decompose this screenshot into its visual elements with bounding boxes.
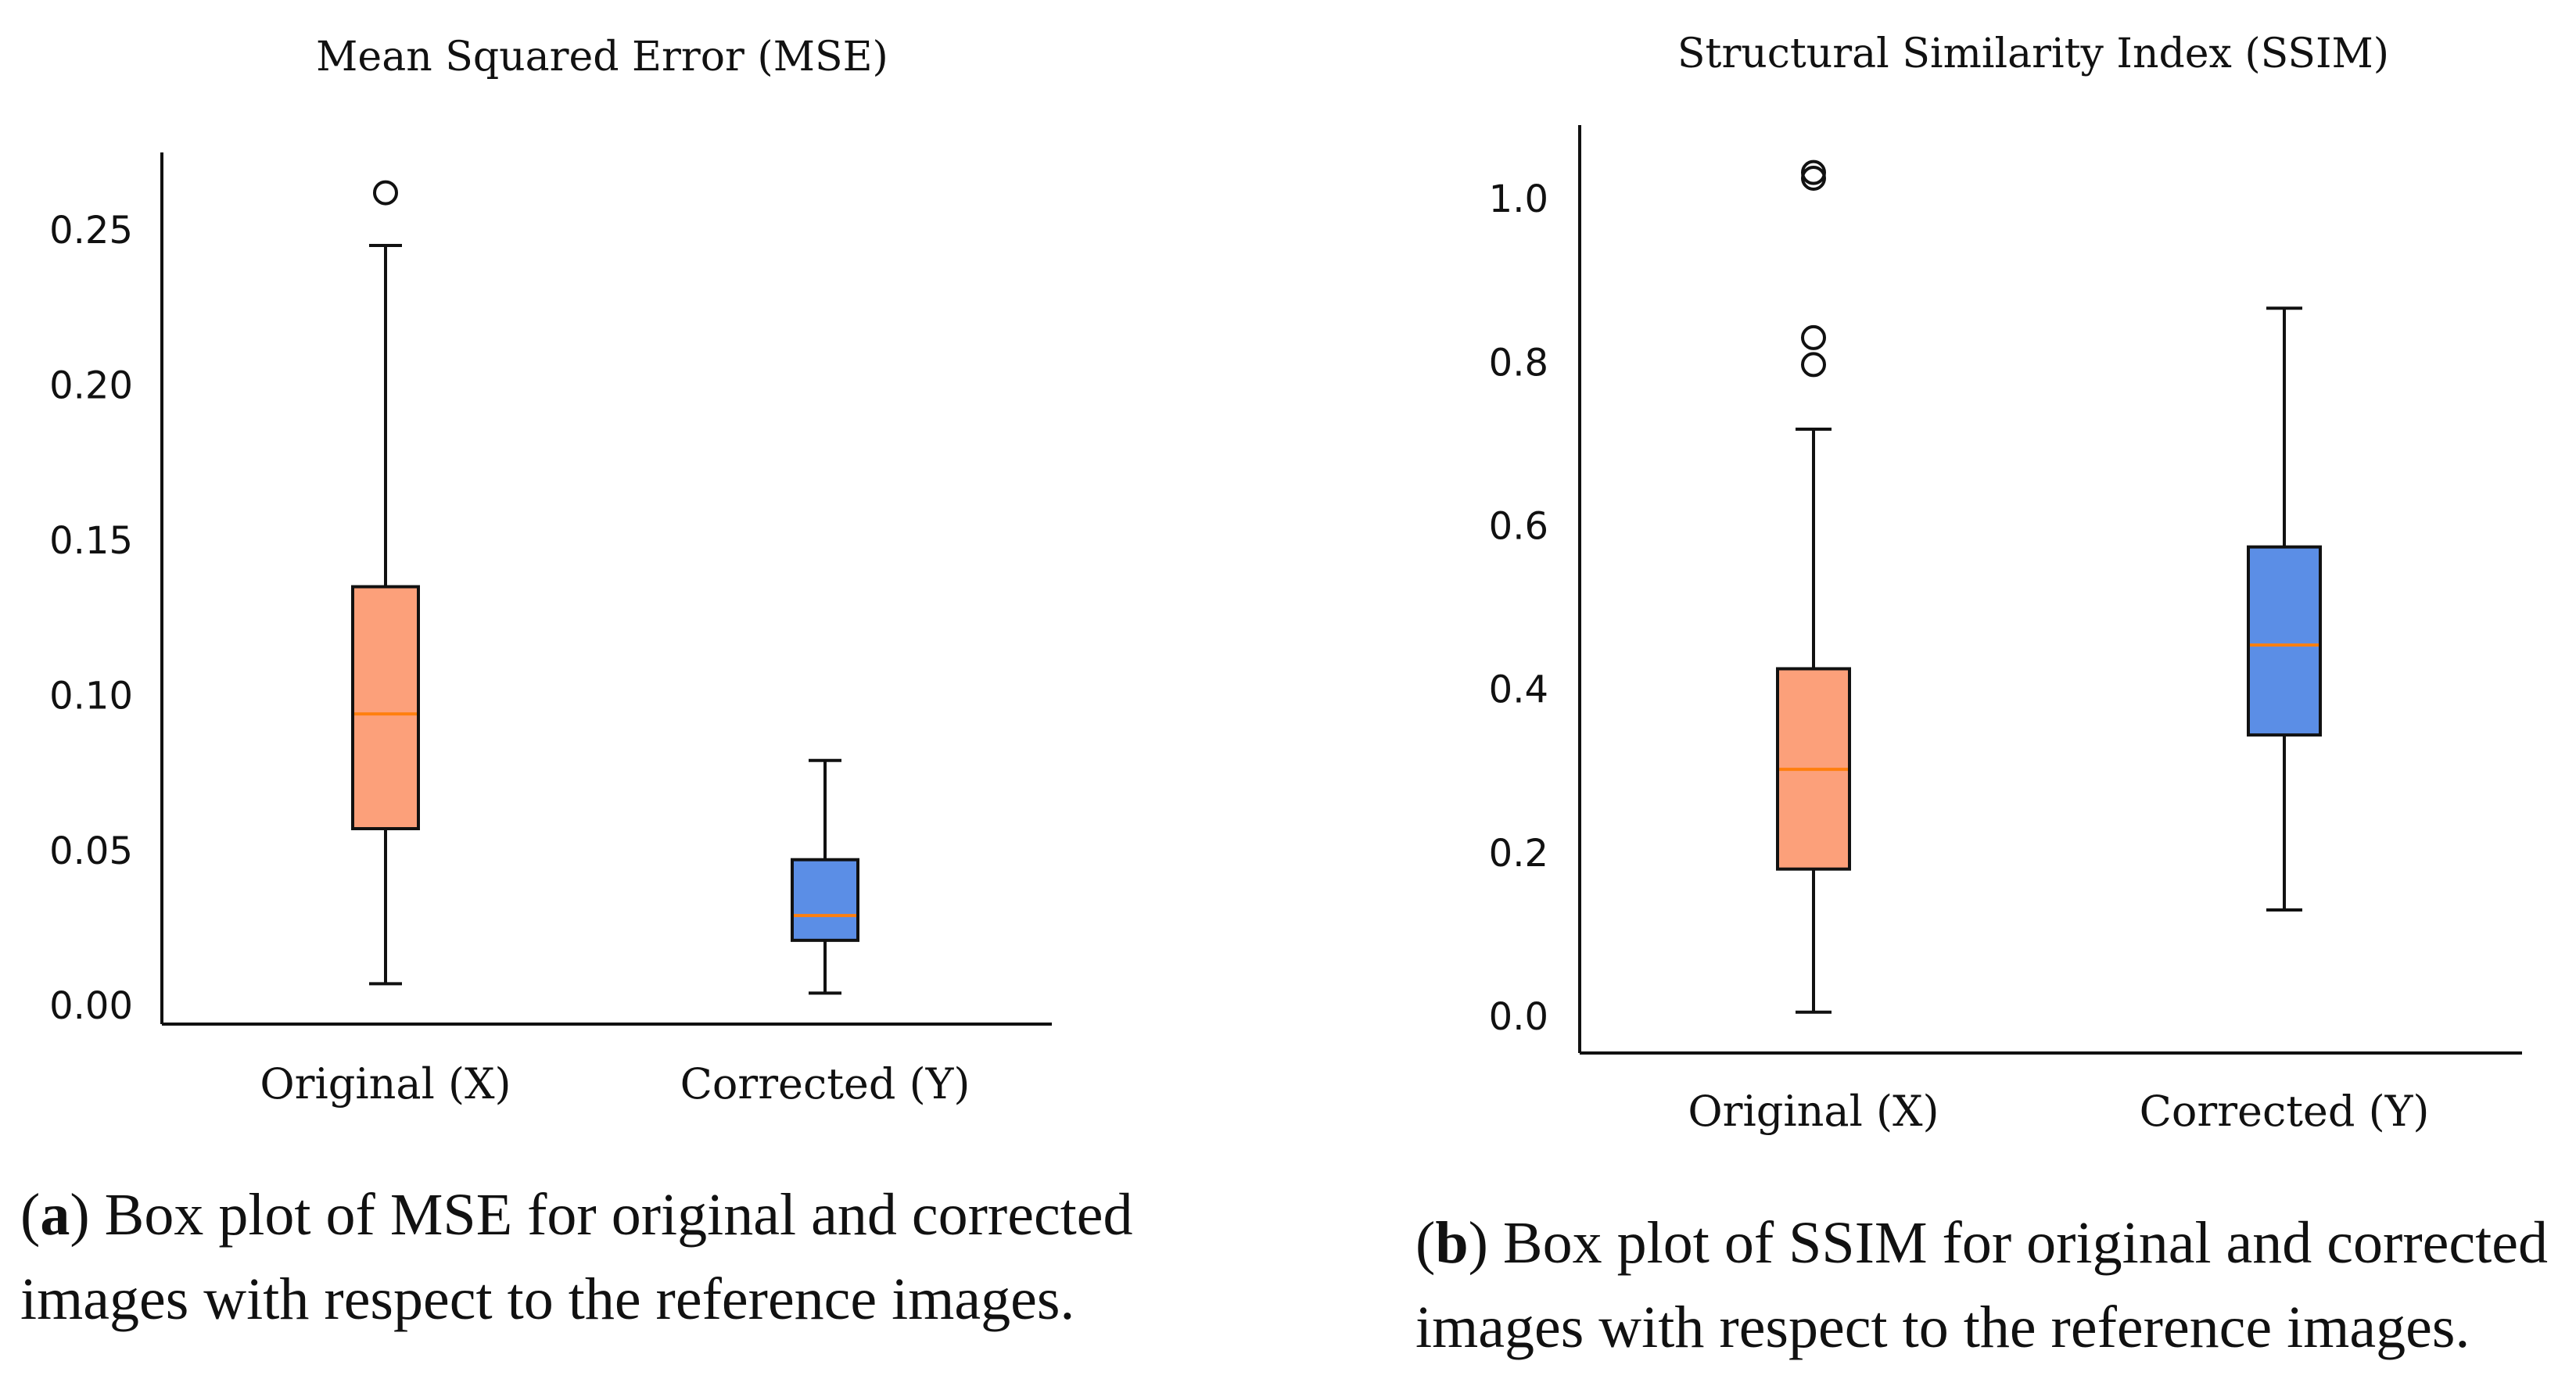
mse-category-label: Original (X) xyxy=(260,1059,511,1109)
mse-chart-title: Mean Squared Error (MSE) xyxy=(316,34,888,81)
ssim-original-flier xyxy=(1801,352,1826,378)
ssim-panel: Structural Similarity Index (SSIM) 0.00.… xyxy=(1489,30,2522,1136)
ssim-original-flier xyxy=(1801,159,1826,185)
ssim-ytick-label: 0.0 xyxy=(1489,995,1548,1039)
mse-panel: Mean Squared Error (MSE) 0.00 0.05 0.10 0.1… xyxy=(49,34,1052,1109)
ssim-chart-title: Structural Similarity Index (SSIM) xyxy=(1677,30,2389,77)
mse-original-box xyxy=(351,585,420,831)
mse-ytick-label: 0.20 xyxy=(49,364,133,408)
ssim-category-label: Original (X) xyxy=(1688,1087,1939,1136)
mse-plot-area: 0.00 0.05 0.10 0.15 0.20 0.25 Original (X) Corr… xyxy=(49,152,1052,1109)
ssim-ytick-label: 1.0 xyxy=(1489,177,1548,221)
ssim-ytick-label: 0.4 xyxy=(1489,668,1548,712)
caption-b-text: Box plot of SSIM for original and correc… xyxy=(1415,1210,2548,1360)
ssim-category-label: Corrected (Y) xyxy=(2140,1087,2430,1136)
ssim-ytick-label: 0.6 xyxy=(1489,504,1548,548)
caption-b-tag: b xyxy=(1435,1210,1469,1276)
mse-corrected-box xyxy=(791,858,859,942)
mse-ytick-label: 0.00 xyxy=(49,984,133,1028)
caption-a-tag: a xyxy=(40,1182,70,1248)
ssim-ytick-label: 0.8 xyxy=(1489,341,1548,385)
ssim-original-flier xyxy=(1801,324,1826,350)
ssim-plot-area: 0.0 0.2 0.4 0.6 0.8 1.0 Original (X) Corrected … xyxy=(1489,125,2522,1136)
mse-ytick-label: 0.15 xyxy=(49,519,133,563)
mse-ytick-label: 0.25 xyxy=(49,209,133,253)
mse-original-flier xyxy=(373,180,398,206)
mse-category-label: Corrected (Y) xyxy=(680,1059,970,1109)
mse-ytick-label: 0.05 xyxy=(49,829,133,873)
caption-a: (a) Box plot of MSE for original and cor… xyxy=(20,1182,1133,1332)
caption-a-text: Box plot of MSE for original and correct… xyxy=(20,1182,1133,1332)
ssim-ytick-label: 0.2 xyxy=(1489,832,1548,876)
caption-b: (b) Box plot of SSIM for original and co… xyxy=(1415,1210,2548,1360)
ssim-corrected-box xyxy=(2247,545,2322,737)
mse-ytick-label: 0.10 xyxy=(49,674,133,718)
